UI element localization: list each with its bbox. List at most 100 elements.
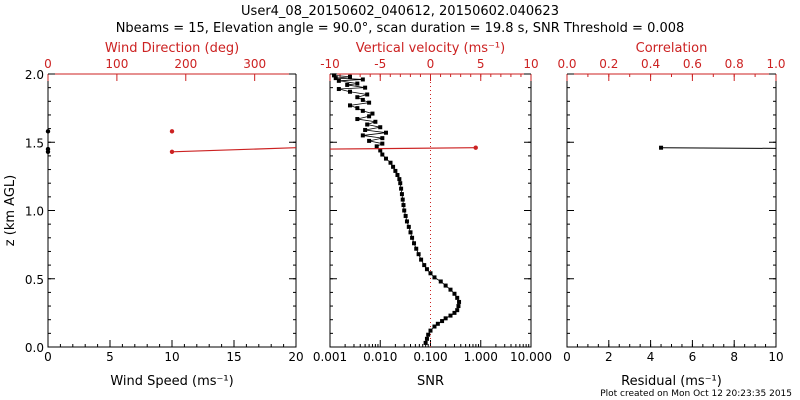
snr-point (393, 168, 398, 173)
vertical-velocity-x-tick-label: 5 (477, 57, 485, 71)
vertical-velocity-axis-label: Vertical velocity (ms⁻¹) (356, 41, 505, 56)
snr-point (422, 263, 427, 268)
wind-direction-x-tick-label: 200 (174, 57, 197, 71)
snr-point (406, 224, 411, 229)
snr-point (345, 82, 350, 87)
wind-direction-point (169, 129, 175, 134)
figure-title: User4_08_20150602_040612, 20150602.04062… (241, 4, 559, 19)
snr-profile-line (333, 74, 460, 344)
correlation-x-tick-label: 0.8 (725, 57, 744, 71)
snr-x-tick-label: 0.010 (363, 350, 397, 364)
snr-point (412, 241, 417, 246)
correlation-x-tick-label: 1.0 (766, 57, 785, 71)
snr-point (367, 100, 372, 105)
snr-point (378, 148, 383, 153)
vertical-velocity-point (473, 145, 478, 150)
wind-speed-x-tick-label: 10 (164, 350, 179, 364)
vertical-velocity-x-tick-label: 0 (427, 57, 435, 71)
residual-x-tick-label: 8 (730, 350, 738, 364)
snr-point (435, 321, 440, 326)
residual-x-tick-label: 10 (768, 350, 783, 364)
snr-point (367, 138, 372, 143)
snr-point (456, 304, 461, 309)
snr-point (383, 156, 388, 161)
y-tick-label: 2.0 (25, 68, 44, 82)
snr-point (347, 89, 352, 94)
snr-point (355, 117, 360, 122)
wind-speed-point (45, 129, 51, 134)
residual-line (661, 147, 777, 149)
snr-point (391, 164, 396, 169)
snr-x-tick-label: 0.001 (313, 350, 347, 364)
snr-x-tick-label: 0.100 (413, 350, 447, 364)
wind-speed-point (45, 149, 51, 155)
snr-point (347, 74, 352, 79)
snr-point (336, 87, 341, 92)
snr-point (355, 81, 360, 86)
snr-point (373, 119, 378, 124)
snr-point (410, 235, 415, 240)
vertical-velocity-line (329, 147, 476, 150)
snr-point (388, 160, 393, 165)
snr-point (424, 336, 429, 341)
correlation-x-tick-label: 0.2 (599, 57, 618, 71)
snr-point (440, 319, 445, 324)
snr-point (336, 78, 341, 83)
vertical-velocity-x-tick-label: -5 (374, 57, 386, 71)
residual-panel: 0 2 4 6 8 10 0.0 0.2 0.4 0.6 0.8 1.0 Residual (ms⁻¹)… (557, 41, 785, 389)
wind-direction-x-tick-label: 300 (243, 57, 266, 71)
snr-axis-label: SNR (417, 374, 444, 389)
snr-point (448, 287, 453, 292)
y-tick-label: 1.5 (25, 136, 44, 150)
snr-point (448, 313, 453, 318)
snr-point (365, 122, 370, 127)
snr-point (414, 246, 419, 251)
wind-speed-axis-label: Wind Speed (ms⁻¹) (110, 374, 233, 389)
snr-point (355, 106, 360, 111)
snr-point (380, 141, 385, 146)
snr-point (455, 308, 460, 313)
wind-direction-axis-label: Wind Direction (deg) (105, 41, 239, 56)
snr-point (401, 203, 406, 208)
snr-point (380, 136, 385, 141)
snr-point (378, 125, 383, 130)
snr-point (360, 77, 365, 82)
y-tick-label: 0.5 (25, 273, 44, 287)
snr-point (365, 92, 370, 97)
wind-speed-x-tick-label: 5 (106, 350, 114, 364)
snr-point (424, 267, 429, 272)
snr-point (400, 197, 405, 202)
correlation-x-tick-label: 0.0 (557, 57, 576, 71)
vertical-velocity-x-tick-label: -10 (320, 57, 340, 71)
snr-point (455, 295, 460, 300)
snr-point (333, 76, 338, 81)
residual-axis-label: Residual (ms⁻¹) (621, 374, 722, 389)
residual-x-tick-label: 0 (563, 350, 571, 364)
snr-panel: 0.001 0.010 0.100 1.000 10.000 -10 -5 0 5 10 SNR Ve… (313, 41, 552, 389)
snr-point (423, 340, 428, 345)
snr-point (367, 114, 372, 119)
snr-point (360, 108, 365, 113)
residual-x-tick-label: 2 (605, 350, 613, 364)
residual-x-tick-label: 6 (689, 350, 697, 364)
correlation-x-tick-label: 0.6 (683, 57, 702, 71)
snr-point (443, 316, 448, 321)
snr-point (419, 257, 424, 262)
residual-frame (566, 74, 777, 348)
snr-point (399, 186, 404, 191)
snr-point (432, 275, 437, 280)
correlation-x-tick-label: 0.4 (641, 57, 660, 71)
snr-point (432, 324, 437, 329)
snr-point (363, 127, 368, 132)
y-tick-label: 0.0 (25, 341, 44, 355)
snr-point (428, 271, 433, 276)
wind-speed-x-tick-label: 15 (226, 350, 241, 364)
snr-point (360, 97, 365, 102)
snr-point (360, 133, 365, 138)
snr-point (404, 219, 409, 224)
snr-point (402, 208, 407, 213)
y-tick-label: 1.0 (25, 205, 44, 219)
